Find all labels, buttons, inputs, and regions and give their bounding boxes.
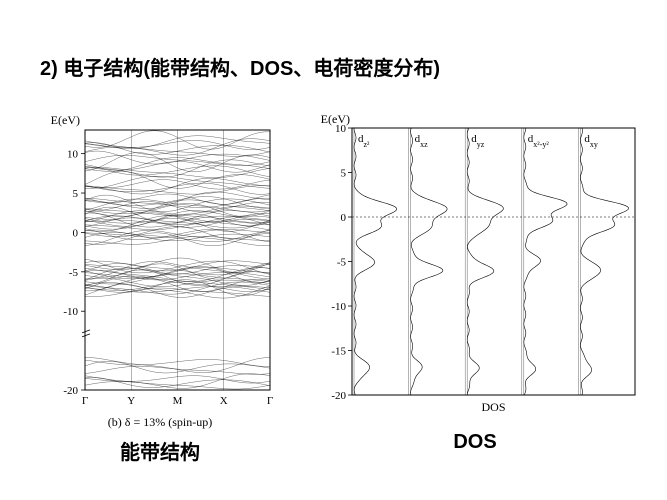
svg-text:10: 10 [335, 123, 347, 135]
band-structure-chart: E(eV) -20 -10 -5 0 5 10 Γ Y M X Γ (b) δ = 13% (spin… [40, 110, 280, 465]
svg-text:dyz: dyz [471, 133, 485, 149]
svg-text:E(eV): E(eV) [51, 113, 80, 127]
svg-text:-10: -10 [331, 301, 346, 313]
svg-text:-10: -10 [63, 306, 78, 318]
svg-text:Y: Y [127, 395, 135, 407]
svg-text:5: 5 [341, 168, 347, 180]
svg-text:dxz: dxz [415, 133, 429, 149]
svg-text:dz²: dz² [358, 133, 370, 149]
svg-text:dx²-y²: dx²-y² [528, 133, 550, 149]
svg-text:10: 10 [67, 149, 79, 161]
svg-text:X: X [220, 395, 228, 407]
svg-text:M: M [173, 395, 183, 407]
svg-text:DOS: DOS [481, 400, 505, 414]
dos-chart: E(eV)-20-15-10-50510DOSdz²dxzdyzdx²-y²dx… [310, 110, 640, 454]
svg-text:0: 0 [341, 212, 347, 224]
figure-area: E(eV) -20 -10 -5 0 5 10 Γ Y M X Γ (b) δ = 13% (spin… [40, 110, 637, 470]
svg-text:-20: -20 [63, 385, 78, 397]
svg-text:-5: -5 [69, 267, 79, 279]
band-subcaption: (b) δ = 13% (spin-up) [40, 415, 280, 430]
svg-text:5: 5 [73, 188, 79, 200]
svg-text:Γ: Γ [82, 395, 88, 407]
svg-text:0: 0 [73, 227, 79, 239]
dos-plot: E(eV)-20-15-10-50510DOSdz²dxzdyzdx²-y²dx… [310, 110, 640, 420]
svg-text:-15: -15 [331, 346, 346, 358]
svg-text:Γ: Γ [267, 395, 273, 407]
svg-text:dxy: dxy [584, 133, 598, 149]
page-title: 2) 电子结构(能带结构、DOS、电荷密度分布) [40, 52, 440, 81]
band-plot: E(eV) -20 -10 -5 0 5 10 Γ Y M X Γ [40, 110, 280, 410]
svg-text:-20: -20 [331, 390, 346, 402]
band-caption: 能带结构 [40, 436, 280, 465]
dos-caption: DOS [310, 431, 640, 454]
svg-text:-5: -5 [337, 257, 347, 269]
